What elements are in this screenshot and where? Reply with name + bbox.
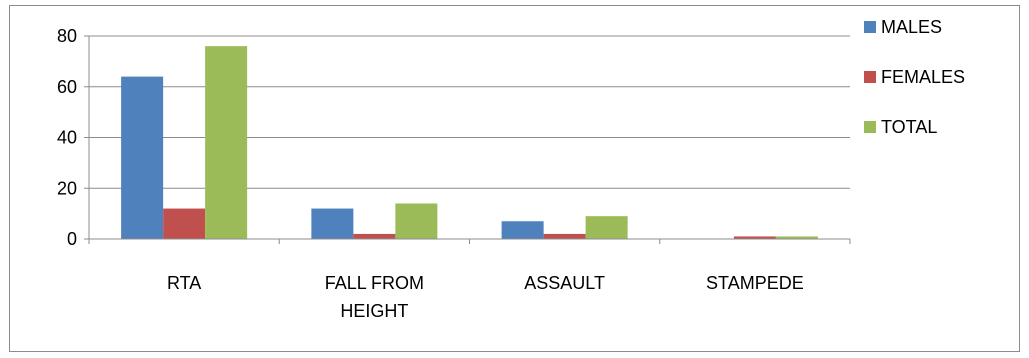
y-tick-label-20: 20 [57,178,77,198]
y-tick-label-80: 80 [57,26,77,46]
bar-males-2 [501,221,544,239]
y-tick-label-0: 0 [67,229,77,249]
bar-males-0 [121,76,164,239]
gridlines [89,35,850,189]
legend: MALES FEMALES TOTAL [864,17,965,137]
bar-females-2 [543,233,586,239]
x-tick-label-3: STAMPEDE [706,273,804,293]
bars [121,46,818,240]
legend-label-females: FEMALES [881,67,965,87]
bar-females-0 [163,208,206,239]
bar-females-3 [733,236,776,239]
legend-swatch-males [864,21,876,33]
y-tick-labels: 0 20 40 60 80 [57,26,77,249]
chart-frame: 0 20 40 60 80 RTA FALL FROM HEIGHT ASSAULT STAMP… [9,5,1020,352]
bar-total-3 [775,236,818,239]
bar-females-1 [353,233,396,239]
bar-total-2 [585,216,628,239]
y-tick-label-40: 40 [57,128,77,148]
bar-chart: 0 20 40 60 80 RTA FALL FROM HEIGHT ASSAULT STAMP… [57,17,965,321]
legend-label-total: TOTAL [881,117,937,137]
x-tick-label-2: ASSAULT [524,273,605,293]
x-tick-labels: RTA FALL FROM HEIGHT ASSAULT STAMPEDE [167,273,804,321]
legend-label-males: MALES [881,17,942,37]
x-tick-label-1: FALL FROM HEIGHT [325,273,424,321]
legend-swatch-total [864,121,876,133]
bar-total-0 [205,46,248,240]
bar-total-1 [395,203,438,239]
y-tick-label-60: 60 [57,77,77,97]
bar-males-1 [311,208,354,239]
legend-swatch-females [864,71,876,83]
x-tick-label-0: RTA [167,273,201,293]
axes [84,35,851,244]
